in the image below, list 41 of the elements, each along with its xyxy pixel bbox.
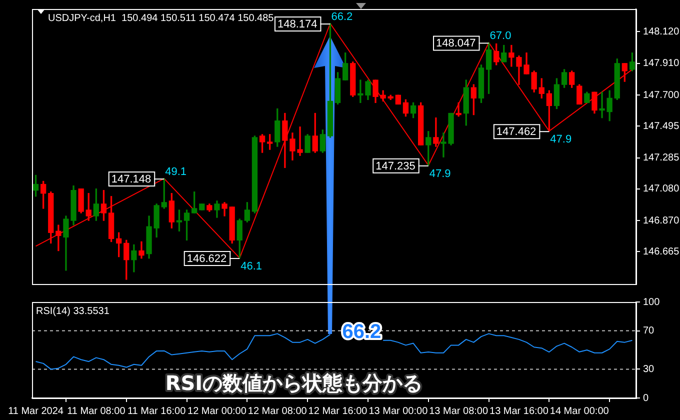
- y-tick-label: 30: [643, 364, 655, 375]
- chart-title: RSI(14) 33.5531: [36, 306, 110, 317]
- y-tick-label: 70: [643, 326, 655, 337]
- x-tick-label: 11 Mar 16:00: [127, 406, 186, 417]
- y-tick-label: 146.870: [643, 215, 680, 226]
- annotation: 49.1: [165, 166, 187, 178]
- x-tick-label: 13 Mar 08:00: [429, 406, 488, 417]
- data-label: 147.148: [111, 174, 152, 186]
- data-label: 147.462: [496, 126, 536, 138]
- x-tick-label: 13 Mar 16:00: [490, 406, 549, 417]
- x-tick-label: 12 Mar 16:00: [308, 406, 368, 417]
- x-tick-label: 12 Mar 08:00: [248, 406, 308, 417]
- annotation: 66.2: [342, 320, 382, 343]
- data-label: 147.235: [376, 160, 416, 172]
- candlestick: [456, 102, 462, 117]
- annotation: 47.9: [429, 168, 451, 180]
- annotation: 46.1: [240, 260, 262, 273]
- chart-title: USDJPY-cd,H1 150.494 150.511 150.474 150.485: [48, 12, 274, 24]
- annotation: RSIの数値から状態も分かる: [165, 371, 423, 395]
- candlestick: [56, 224, 62, 252]
- y-tick-label: 147.495: [643, 120, 680, 132]
- annotation: 66.2: [331, 11, 353, 24]
- y-tick-label: 148.120: [643, 26, 680, 38]
- y-tick-label: 147.285: [643, 152, 680, 164]
- y-tick-label: 146.665: [643, 246, 680, 258]
- x-tick-label: 11 Mar 2024: [8, 406, 64, 417]
- x-tick-label: 11 Mar 08:00: [67, 406, 126, 417]
- data-label: 146.622: [186, 253, 227, 266]
- y-tick-label: 0: [643, 392, 649, 404]
- y-tick-label: 100: [643, 296, 660, 308]
- y-tick-label: 147.080: [643, 184, 680, 195]
- y-tick-label: 147.910: [643, 58, 680, 70]
- candlestick: [433, 117, 439, 147]
- x-tick-label: 13 Mar 00:00: [368, 406, 428, 417]
- annotation: 47.9: [550, 134, 572, 146]
- annotation: 67.0: [490, 30, 512, 42]
- data-label: 148.047: [436, 38, 476, 50]
- data-label: 148.174: [277, 18, 318, 31]
- x-tick-label: 12 Mar 00:00: [188, 406, 247, 417]
- y-tick-label: 147.700: [643, 90, 680, 101]
- x-tick-label: 14 Mar 00:00: [550, 406, 610, 417]
